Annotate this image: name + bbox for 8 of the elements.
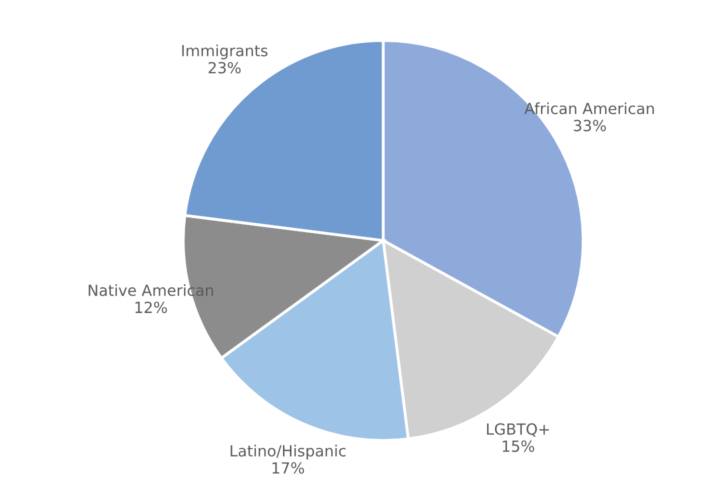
- slice-label: LGBTQ+: [487, 423, 549, 437]
- data-label: 15%: [502, 440, 534, 452]
- slice-label: Latino/Hispanic: [230, 444, 346, 460]
- data-label: 23%: [208, 62, 241, 74]
- data-label: 17%: [272, 462, 304, 474]
- data-label: 12%: [135, 302, 167, 314]
- data-label: 33%: [574, 120, 606, 132]
- slice-label: Immigrants: [182, 44, 268, 60]
